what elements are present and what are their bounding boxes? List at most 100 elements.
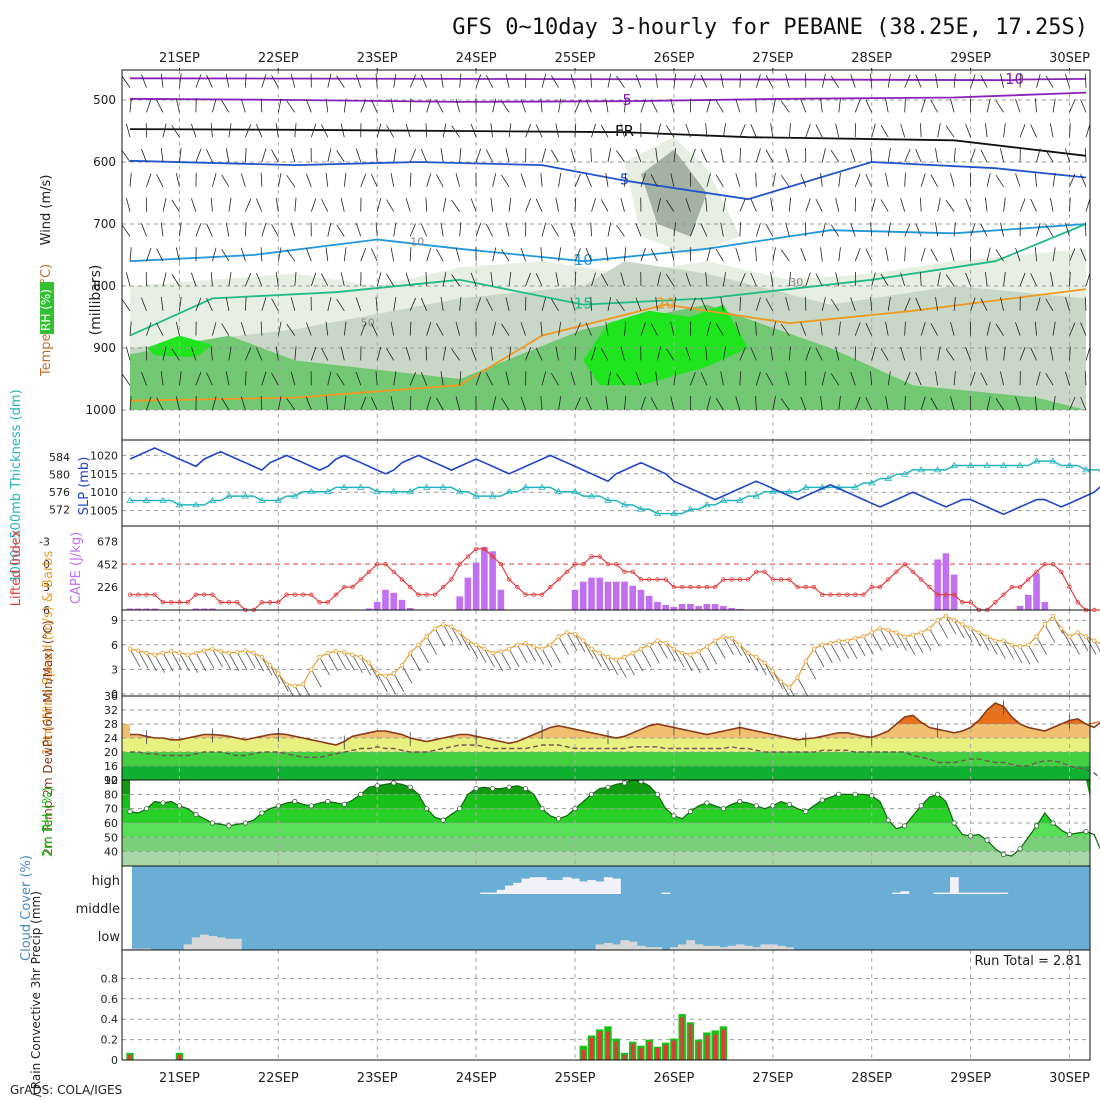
wind-barb xyxy=(321,198,329,212)
rh-contour-label: 50 xyxy=(361,316,375,329)
wind-barb xyxy=(965,198,971,212)
wind-barb xyxy=(706,247,711,262)
wind10-barb xyxy=(879,628,891,647)
wind10-barb xyxy=(698,651,710,670)
wind-barb xyxy=(600,199,609,212)
cape-bar xyxy=(950,574,958,610)
rh2m-marker xyxy=(654,791,661,797)
lifted-index-marker xyxy=(1026,577,1031,582)
wind-barb xyxy=(830,150,840,163)
wind-barb xyxy=(175,98,180,113)
wind-barb xyxy=(210,346,213,361)
rh2m-marker xyxy=(803,808,809,815)
wind10-barb xyxy=(541,648,553,668)
wind10-barb xyxy=(376,673,388,692)
wind10-barb xyxy=(467,640,479,659)
wind-barb xyxy=(240,396,246,411)
wind-barb xyxy=(501,398,510,411)
wind10-marker xyxy=(1017,644,1023,649)
rh2m-marker xyxy=(341,801,347,807)
wind-barb xyxy=(920,271,922,287)
wind-barb xyxy=(640,99,646,113)
rh-band xyxy=(122,823,1090,838)
thickness-marker xyxy=(472,492,480,499)
wind-barb xyxy=(141,74,147,88)
cape-bar xyxy=(645,595,653,610)
wind-barb xyxy=(286,249,296,262)
thickness-marker xyxy=(291,492,299,499)
wind-barb xyxy=(260,98,263,113)
wind10-barb xyxy=(385,675,396,695)
wind-barb xyxy=(620,272,625,287)
wind-barb xyxy=(685,123,691,138)
wind10-marker xyxy=(993,638,998,643)
thickness-marker xyxy=(686,505,695,512)
wind-barb xyxy=(780,249,790,262)
wind-barb xyxy=(605,98,609,113)
precip-conv-bar xyxy=(713,1034,717,1060)
cloud-high-bar xyxy=(595,881,605,894)
wind-barb xyxy=(705,123,708,138)
lifted-index-marker xyxy=(292,592,298,597)
cloud-high-bar xyxy=(966,892,976,894)
wind-barb xyxy=(885,396,889,411)
wind10-barb xyxy=(137,650,149,669)
wind-barb xyxy=(1069,346,1071,361)
lifted-index-marker xyxy=(688,584,693,590)
wind-barb xyxy=(225,148,230,163)
wind-barb xyxy=(244,222,247,237)
thickness-marker xyxy=(422,483,431,490)
wind-barb xyxy=(739,371,741,386)
wind-barb xyxy=(820,321,823,336)
wind-barb xyxy=(945,199,955,212)
wind-barb xyxy=(376,272,382,287)
wind-barb xyxy=(605,172,609,187)
lifted-index-marker xyxy=(993,600,998,605)
wind-barb xyxy=(871,346,876,361)
thickness-axis-title: 1000~500mb Thickness (dm) xyxy=(9,389,24,582)
thickness-marker xyxy=(1049,457,1057,464)
lifted-index-marker xyxy=(177,600,182,605)
wind-barb xyxy=(129,172,132,187)
wind10-marker xyxy=(473,642,479,647)
wind10-marker xyxy=(482,646,487,652)
wind10-barb xyxy=(912,634,924,654)
wind-barb xyxy=(535,198,543,212)
wind-barb xyxy=(206,223,213,237)
thickness-line xyxy=(130,460,1100,515)
wind-barb xyxy=(508,123,512,138)
wind-barb xyxy=(290,73,296,88)
wind10-barb xyxy=(599,652,611,672)
wind-barb xyxy=(690,371,696,386)
panel-labels: GrADS: COLA/IGES Run Total = 2.81 xyxy=(10,954,1082,1097)
wind-barb xyxy=(550,298,559,312)
wind-barb xyxy=(294,123,297,138)
lifted-index-marker xyxy=(877,584,883,590)
wind10-marker xyxy=(663,640,668,646)
wind-barb xyxy=(722,197,726,212)
wind-barb xyxy=(755,297,761,311)
bottom-date-label: 24SEP xyxy=(456,1071,497,1086)
lifted-index-marker xyxy=(630,569,635,575)
wind-barb xyxy=(520,247,526,262)
wind-barb xyxy=(440,73,444,88)
wind10-marker xyxy=(968,626,973,631)
wind-barb xyxy=(260,172,263,187)
lifted-index-marker xyxy=(1050,561,1056,567)
wind-barb xyxy=(129,396,132,411)
wind-barb xyxy=(690,297,696,311)
wind-barb xyxy=(1036,73,1041,88)
wind-barb xyxy=(386,348,395,361)
wind-barb xyxy=(624,396,627,411)
wind-barb xyxy=(821,297,826,311)
wind-barb xyxy=(885,172,889,187)
wind-barb xyxy=(715,323,724,336)
wind-barb xyxy=(451,274,460,287)
lifted-index-marker xyxy=(894,569,899,575)
lifted-index-marker xyxy=(861,592,866,597)
rh-shade-vwet xyxy=(583,304,749,386)
wind10-marker xyxy=(647,642,652,647)
precip-conv-bar xyxy=(647,1041,652,1060)
lifted-index-marker xyxy=(770,577,776,582)
rh2m-marker xyxy=(935,791,941,797)
